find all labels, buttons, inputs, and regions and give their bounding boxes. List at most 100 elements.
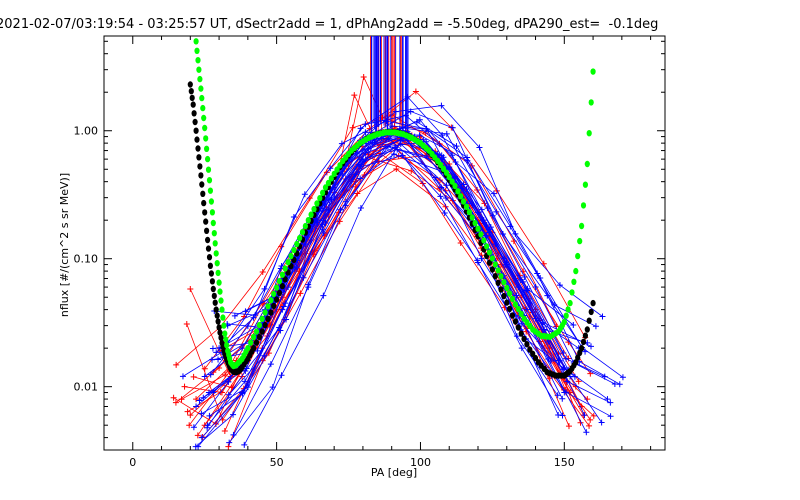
red-profile-line	[173, 152, 551, 425]
black-model-point	[204, 227, 210, 234]
blue-profile-point	[250, 314, 257, 321]
black-model-point	[580, 338, 587, 346]
black-model-point	[218, 334, 224, 341]
blue-profile-point	[437, 193, 444, 200]
black-model-point	[504, 299, 510, 306]
green-model-point	[291, 246, 297, 254]
red-profile-point	[170, 394, 177, 401]
green-model-point	[489, 255, 495, 262]
blue-profile-point	[239, 345, 246, 352]
blue-profile-point	[278, 263, 285, 270]
red-profile-point	[184, 408, 191, 415]
blue-profile-point	[267, 361, 274, 368]
black-model-point	[188, 88, 194, 95]
green-model-point	[504, 284, 510, 292]
green-model-point	[248, 339, 254, 346]
blue-profile-point	[357, 163, 364, 170]
green-model-point	[580, 202, 587, 209]
blue-profile-point	[619, 374, 626, 381]
red-profile-point	[172, 399, 179, 406]
black-model-point	[201, 199, 207, 207]
green-model-point	[200, 104, 206, 112]
blue-profile-point	[280, 303, 287, 310]
blue-profile-point	[518, 345, 525, 352]
green-model-point	[311, 205, 317, 213]
axis-ticks: 0 50 100 150 1.00 0.10 0.01	[74, 36, 665, 469]
blue-profile-point	[416, 132, 423, 139]
green-model-point	[202, 124, 208, 132]
green-model-point	[475, 225, 481, 232]
black-model-point	[253, 339, 260, 346]
black-model-point	[276, 289, 283, 297]
blue-profile-point	[532, 284, 539, 291]
green-model-point	[201, 114, 207, 122]
black-model-point	[501, 292, 507, 300]
red-profile-point	[183, 320, 190, 327]
blue-profile-point	[521, 274, 528, 281]
blue-profile-point	[559, 412, 566, 419]
red-profile-point	[393, 166, 400, 173]
green-model-point	[194, 47, 200, 54]
blue-profile-point	[357, 125, 364, 132]
blue-profile-point	[441, 210, 448, 217]
black-model-point	[498, 286, 504, 293]
black-model-point	[205, 245, 212, 252]
x-tick-label: 50	[270, 456, 284, 469]
blue-profile-point	[239, 390, 246, 397]
blue-profile-point	[464, 154, 471, 161]
black-model-point	[190, 101, 196, 108]
blue-profile-line	[233, 141, 585, 436]
black-model-point	[579, 345, 585, 352]
blue-profile-point	[478, 255, 485, 262]
green-model-point	[305, 217, 311, 224]
green-model-point	[498, 273, 504, 280]
blue-profile-point	[362, 149, 369, 156]
black-model-point	[586, 317, 592, 324]
black-model-point	[206, 254, 213, 261]
red-profile-point	[436, 177, 443, 184]
black-model-point	[274, 296, 280, 303]
green-model-point	[211, 230, 217, 237]
green-model-point	[259, 315, 265, 322]
green-model-point	[206, 177, 213, 184]
green-model-point	[579, 222, 585, 230]
green-model-point	[495, 267, 501, 274]
green-model-point	[205, 155, 211, 163]
green-model-point	[575, 252, 581, 260]
blue-profile-point	[397, 137, 404, 144]
blue-profile-point	[362, 129, 369, 136]
blue-profile-point	[205, 389, 212, 396]
blue-profile-point	[226, 439, 233, 446]
blue-profile-point	[545, 338, 552, 345]
green-model-point	[567, 299, 573, 307]
black-model-point	[279, 282, 285, 290]
blue-profile-point	[326, 196, 333, 203]
green-model-point	[325, 179, 331, 187]
black-model-point	[202, 209, 208, 216]
green-model-point	[573, 267, 579, 275]
black-model-point	[489, 266, 495, 273]
black-model-point	[532, 354, 539, 362]
green-model-point	[328, 175, 334, 182]
green-model-point	[299, 228, 306, 236]
green-model-point	[205, 166, 212, 173]
green-model-point	[223, 336, 229, 343]
green-model-point	[274, 284, 280, 291]
blue-profile-point	[276, 324, 283, 331]
black-model-point	[209, 278, 215, 285]
green-model-point	[265, 303, 271, 310]
blue-profile-point	[413, 118, 420, 125]
red-profile-point	[190, 373, 197, 380]
blue-profile-point	[357, 175, 364, 182]
black-model-point	[199, 181, 205, 188]
green-model-point	[204, 145, 210, 152]
blue-profile-point	[524, 287, 531, 294]
blue-profile-point	[209, 345, 216, 352]
blue-profile-point	[204, 424, 211, 431]
red-profile-point	[187, 412, 194, 419]
y-tick-label: 0.01	[74, 381, 99, 394]
red-profile-point	[586, 422, 593, 429]
black-model-point	[521, 335, 527, 343]
green-model-point	[214, 260, 220, 267]
